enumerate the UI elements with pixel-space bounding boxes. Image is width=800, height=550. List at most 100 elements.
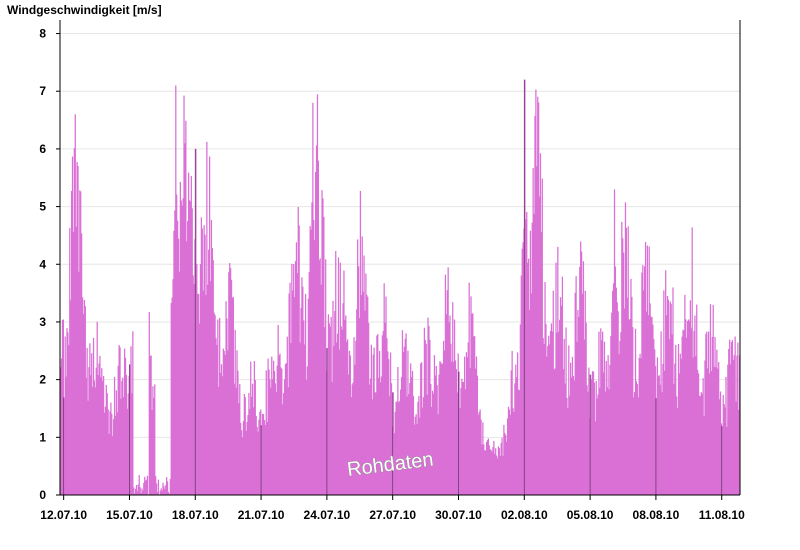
data-bar <box>667 299 670 495</box>
data-bar <box>599 388 601 495</box>
data-bar <box>685 319 687 495</box>
data-bar <box>621 221 623 495</box>
data-bar <box>90 375 92 495</box>
data-bar <box>394 411 396 495</box>
data-bar <box>707 368 709 495</box>
data-bar <box>295 242 298 495</box>
data-bar <box>663 290 665 495</box>
data-bar <box>265 370 267 495</box>
data-bar <box>123 348 126 495</box>
data-bar <box>272 379 274 495</box>
data-bar <box>392 392 394 495</box>
data-bar <box>390 383 393 495</box>
data-bar <box>637 397 639 495</box>
data-bar <box>451 361 453 495</box>
data-bar <box>124 357 127 495</box>
data-bar <box>222 348 224 495</box>
data-bar <box>377 334 379 495</box>
data-bar <box>307 298 309 495</box>
data-bar <box>235 387 237 495</box>
data-bars <box>60 79 741 496</box>
data-bar <box>491 451 493 495</box>
data-bar <box>290 342 292 495</box>
data-bar <box>300 308 302 495</box>
x-tick-label: 24.07.10 <box>304 508 351 522</box>
data-bar <box>612 290 614 495</box>
data-bar <box>442 340 445 495</box>
data-bar <box>544 282 546 495</box>
data-bar <box>104 406 107 495</box>
data-bar <box>266 421 268 495</box>
data-bar <box>262 414 265 495</box>
data-bar <box>601 340 603 495</box>
data-bar <box>496 458 499 495</box>
data-bar <box>346 339 349 495</box>
data-bar <box>201 228 203 495</box>
data-bar <box>686 337 688 495</box>
data-bar <box>455 369 458 495</box>
data-bar <box>308 272 310 495</box>
data-bar <box>658 375 660 495</box>
data-bar <box>669 301 671 495</box>
data-bar <box>591 371 594 495</box>
data-bar <box>527 258 530 495</box>
data-bar <box>134 493 136 495</box>
data-bar <box>712 304 714 495</box>
data-bar <box>498 448 500 495</box>
data-bar <box>85 377 87 495</box>
data-bar <box>75 226 77 495</box>
data-bar <box>103 412 106 495</box>
data-bar <box>483 444 485 495</box>
data-bar <box>437 414 439 495</box>
data-bar <box>338 349 341 495</box>
data-bar <box>409 382 411 495</box>
data-bar <box>564 383 566 495</box>
data-bar <box>309 226 311 495</box>
data-bar <box>730 341 733 495</box>
data-bar <box>182 198 184 495</box>
data-bar <box>383 283 385 495</box>
data-bar <box>542 337 544 495</box>
data-bar <box>517 389 520 495</box>
x-tick-label: 05.08.10 <box>567 508 614 522</box>
data-bar <box>490 450 492 495</box>
data-bar <box>133 487 135 495</box>
data-bar <box>393 433 395 495</box>
data-bar <box>250 361 252 495</box>
data-bar <box>81 233 83 496</box>
data-bar <box>584 290 586 495</box>
data-bar <box>452 302 454 495</box>
y-tick-label: 4 <box>39 257 46 271</box>
data-bar <box>578 316 580 495</box>
data-bar <box>679 353 681 495</box>
data-bar <box>144 476 146 495</box>
data-bar <box>122 377 124 495</box>
data-bar <box>333 346 335 495</box>
data-bar <box>641 272 643 495</box>
data-bar <box>711 336 713 495</box>
data-bar <box>246 421 248 495</box>
data-bar <box>61 320 64 495</box>
data-bar <box>531 222 533 495</box>
data-bar <box>381 335 383 495</box>
data-bar <box>322 198 324 495</box>
data-bar <box>653 339 655 495</box>
data-bar <box>492 447 494 495</box>
data-bar <box>275 391 277 495</box>
data-bar <box>708 373 711 495</box>
data-bar <box>406 396 408 495</box>
data-bar <box>625 227 628 495</box>
data-bar <box>413 424 415 495</box>
data-bar <box>348 350 351 495</box>
data-bar <box>311 202 313 495</box>
data-bar <box>130 346 132 495</box>
data-bar <box>134 488 137 495</box>
data-bar <box>582 261 585 495</box>
data-bar <box>316 94 319 495</box>
data-bar <box>163 486 165 495</box>
data-bar <box>242 421 245 495</box>
data-bar <box>440 362 442 495</box>
data-bar <box>626 297 628 495</box>
data-bar <box>110 402 112 495</box>
data-bar <box>261 413 264 495</box>
